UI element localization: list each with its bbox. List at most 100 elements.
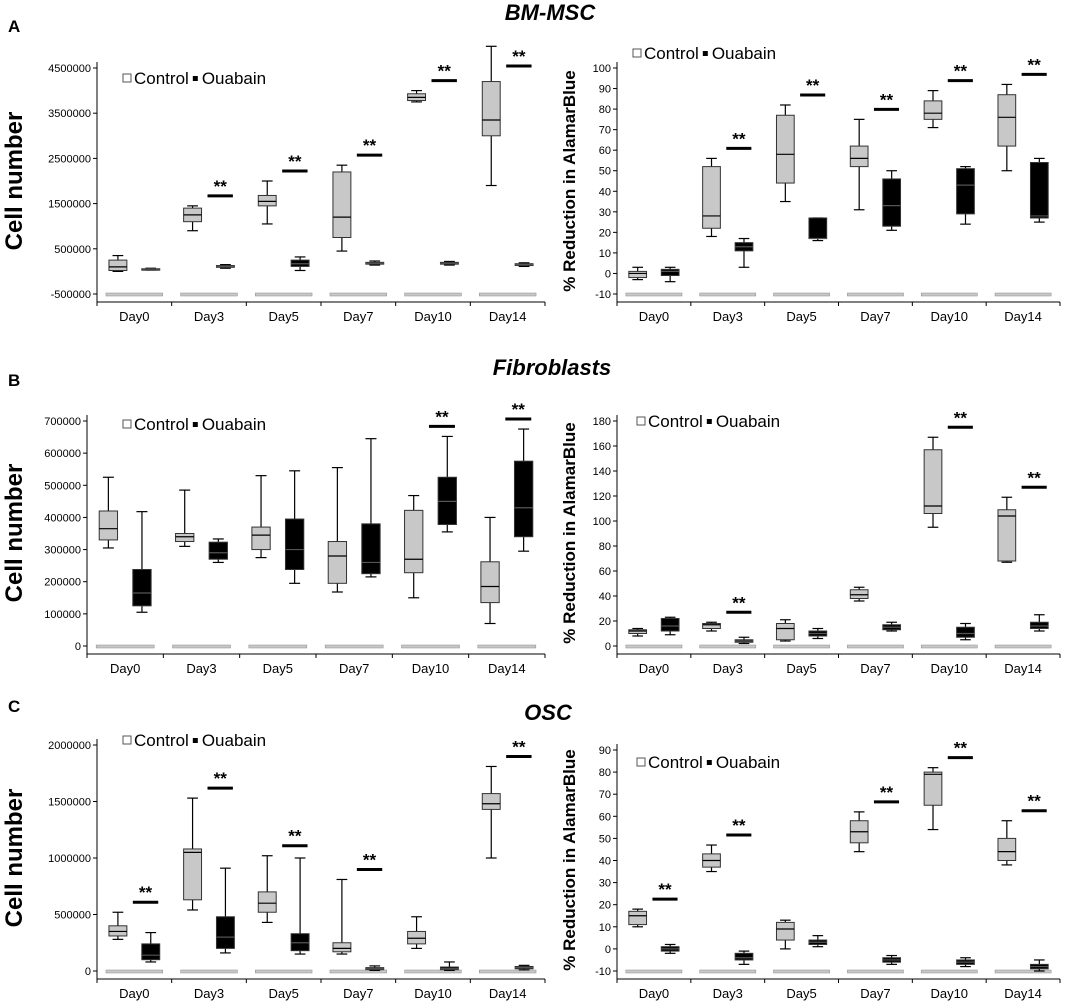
legend-swatch-ouabain <box>706 419 712 424</box>
x-tick-label: Day3 <box>713 309 743 324</box>
box-control-day7 <box>849 586 869 602</box>
y-tick-label: 30 <box>599 207 611 219</box>
box-control-day10 <box>407 89 427 103</box>
category-baseline <box>625 644 683 649</box>
category-baseline <box>994 292 1052 297</box>
box-control-day14 <box>997 820 1017 866</box>
box-control-day0 <box>108 911 128 940</box>
box-ouabain-day14 <box>1029 959 1049 972</box>
legend-swatch-ouabain <box>706 760 712 765</box>
x-tick-label: Day10 <box>930 661 968 676</box>
legend-swatch-ouabain <box>192 422 198 427</box>
x-tick-label: Day14 <box>489 309 527 324</box>
significance-label: ** <box>214 177 228 196</box>
box-iqr <box>208 541 228 560</box>
legend-label-ouabain: Ouabain <box>202 415 266 434</box>
x-tick-label: Day10 <box>930 309 968 324</box>
box-iqr <box>141 943 161 961</box>
legend: Control Ouabain <box>122 731 266 750</box>
significance-label: ** <box>1028 468 1042 487</box>
chart-B-alamar: 0 20 40 60 80 100 120 140 160 180 % Reduction in A… <box>560 408 1061 676</box>
category-baseline <box>625 969 683 974</box>
legend-swatch-ouabain <box>192 738 198 743</box>
significance-label: ** <box>732 816 746 835</box>
box-ouabain-day0 <box>660 616 680 636</box>
legend-label-control: Control <box>648 412 703 431</box>
legend-swatch-control <box>636 757 646 767</box>
category-baseline <box>773 644 830 649</box>
box-ouabain-day14 <box>1029 614 1049 632</box>
y-tick-label: 10 <box>599 922 611 934</box>
box-iqr <box>849 145 869 168</box>
x-tick-label: Day0 <box>119 986 149 1001</box>
box-ouabain-day0 <box>141 267 161 271</box>
significance-label: ** <box>214 769 228 788</box>
box-iqr <box>332 942 352 953</box>
legend: Control Ouabain <box>632 44 776 63</box>
y-axis-title: Cell number <box>1 789 28 928</box>
legend-swatch-control <box>122 735 132 745</box>
y-tick-label: 0 <box>605 268 611 280</box>
y-tick-label: 20 <box>599 227 611 239</box>
box-iqr <box>251 526 271 551</box>
box-control-day10 <box>923 436 943 528</box>
box-control-day3 <box>702 621 721 632</box>
box-iqr <box>257 194 277 207</box>
category-baseline <box>172 644 231 649</box>
x-tick-label: Day3 <box>186 661 216 676</box>
box-control-day5 <box>775 619 795 642</box>
box-ouabain-day14 <box>513 428 534 552</box>
category-baseline <box>180 292 238 297</box>
box-ouabain-day0 <box>132 511 152 613</box>
y-tick-label: 40 <box>599 856 611 868</box>
category-baseline <box>477 644 537 649</box>
y-tick-label: 4500000 <box>48 63 91 75</box>
y-tick-label: 80 <box>599 104 611 116</box>
box-ouabain-day3 <box>215 867 235 954</box>
chart-C-alamar: -10 0 10 20 30 40 50 60 70 80 90 % Reduction in Ala… <box>560 739 1061 1001</box>
y-tick-label: 160 <box>593 441 611 453</box>
box-ouabain-day0 <box>141 931 161 963</box>
box-control-day5 <box>257 855 277 924</box>
category-baseline <box>847 644 904 649</box>
y-tick-label: 3500000 <box>48 108 91 120</box>
box-ouabain-day0 <box>660 266 680 283</box>
row-title-osc: OSC <box>524 700 573 725</box>
y-tick-label: 1000000 <box>48 853 91 865</box>
legend-swatch-control <box>632 48 642 58</box>
box-ouabain-day5 <box>284 470 305 584</box>
x-tick-label: Day7 <box>860 309 890 324</box>
box-iqr <box>108 259 128 271</box>
x-tick-label: Day14 <box>1004 309 1042 324</box>
box-iqr <box>956 626 975 638</box>
legend: Control Ouabain <box>636 412 780 431</box>
box-iqr <box>628 270 648 279</box>
legend: Control Ouabain <box>636 753 780 772</box>
x-tick-label: Day7 <box>343 309 373 324</box>
box-control-day10 <box>407 916 427 950</box>
x-tick-label: Day10 <box>930 986 968 1001</box>
significance-label: ** <box>954 408 968 427</box>
y-tick-label: 0 <box>605 944 611 956</box>
box-iqr <box>775 623 795 641</box>
y-tick-label: 600000 <box>44 448 81 460</box>
box-ouabain-day5 <box>290 857 310 955</box>
category-baseline <box>847 292 904 297</box>
box-iqr <box>1029 162 1049 219</box>
box-ouabain-day10 <box>956 622 975 641</box>
box-ouabain-day7 <box>365 965 385 972</box>
x-tick-label: Day5 <box>268 986 298 1001</box>
y-tick-label: 500000 <box>54 910 91 922</box>
significance-label: ** <box>880 783 894 802</box>
chart-A-cell: -500000 500000 1500000 2500000 3500000 450000… <box>1 45 546 324</box>
box-iqr <box>997 94 1017 147</box>
y-tick-label: 140 <box>593 466 611 478</box>
x-tick-label: Day7 <box>343 986 373 1001</box>
x-tick-label: Day0 <box>639 661 669 676</box>
box-control-day0 <box>628 266 648 281</box>
y-tick-label: 10 <box>599 248 611 260</box>
box-ouabain-day3 <box>734 237 754 268</box>
legend-label-ouabain: Ouabain <box>716 412 780 431</box>
significance-label: ** <box>1028 792 1042 811</box>
